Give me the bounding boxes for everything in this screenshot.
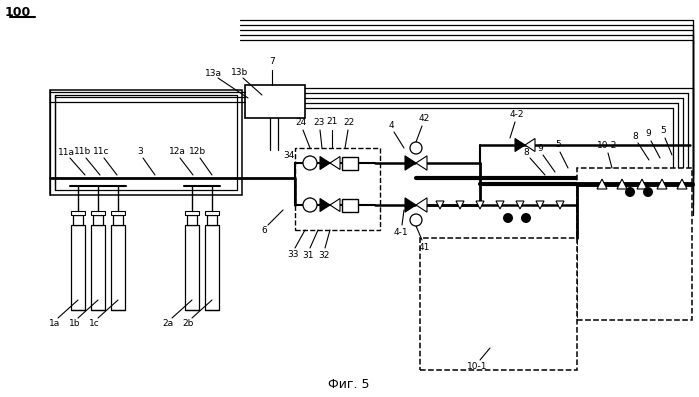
- Bar: [187, 215, 197, 225]
- Bar: [245, 85, 305, 118]
- Text: 4-1: 4-1: [394, 228, 409, 237]
- Text: 12a: 12a: [168, 147, 185, 156]
- Text: 32: 32: [318, 251, 329, 260]
- Text: 7: 7: [269, 58, 275, 67]
- Circle shape: [643, 187, 653, 197]
- Polygon shape: [677, 179, 687, 189]
- Bar: [295, 148, 380, 230]
- Text: 5: 5: [661, 126, 666, 135]
- Bar: [93, 215, 103, 225]
- Polygon shape: [456, 201, 464, 209]
- Text: 9: 9: [538, 144, 543, 153]
- Text: 10-2: 10-2: [596, 141, 617, 150]
- Text: 11c: 11c: [93, 147, 109, 156]
- Text: 10-1: 10-1: [466, 362, 487, 371]
- Bar: [73, 215, 83, 225]
- Text: 4-2: 4-2: [510, 110, 524, 119]
- Circle shape: [303, 156, 317, 170]
- Text: 12b: 12b: [189, 147, 206, 156]
- Bar: [50, 90, 242, 195]
- Text: 3: 3: [137, 147, 143, 156]
- Text: 9: 9: [646, 129, 651, 139]
- Text: Фиг. 5: Фиг. 5: [329, 378, 370, 391]
- Bar: [342, 199, 358, 212]
- Polygon shape: [416, 198, 427, 212]
- Text: 31: 31: [302, 251, 314, 260]
- Text: 1a: 1a: [49, 319, 60, 328]
- Bar: [342, 157, 358, 170]
- Text: 13a: 13a: [206, 69, 222, 78]
- Text: 42: 42: [418, 114, 429, 123]
- Bar: [185, 225, 199, 310]
- Text: 11a: 11a: [58, 148, 75, 156]
- Bar: [207, 215, 217, 225]
- Text: 22: 22: [343, 118, 354, 127]
- Polygon shape: [515, 139, 525, 152]
- Text: 33: 33: [287, 251, 298, 260]
- Text: 11b: 11b: [74, 147, 92, 156]
- Bar: [71, 225, 85, 310]
- Text: 41: 41: [418, 243, 430, 252]
- Text: 1b: 1b: [69, 319, 80, 328]
- Polygon shape: [516, 201, 524, 209]
- Bar: [577, 168, 692, 320]
- Polygon shape: [476, 201, 484, 209]
- Bar: [185, 211, 199, 215]
- Polygon shape: [330, 198, 340, 212]
- Text: 8: 8: [633, 132, 638, 141]
- Bar: [111, 211, 125, 215]
- Bar: [91, 211, 105, 215]
- Circle shape: [625, 187, 635, 197]
- Polygon shape: [405, 156, 416, 170]
- Polygon shape: [597, 179, 607, 189]
- Text: 4: 4: [389, 121, 394, 130]
- Polygon shape: [617, 179, 627, 189]
- Text: 8: 8: [524, 148, 530, 156]
- Text: 2a: 2a: [163, 319, 174, 328]
- Polygon shape: [657, 179, 667, 189]
- Text: 5: 5: [555, 141, 561, 149]
- Circle shape: [521, 213, 531, 223]
- Bar: [71, 211, 85, 215]
- Text: 6: 6: [261, 226, 267, 235]
- Bar: [111, 225, 125, 310]
- Polygon shape: [330, 156, 340, 170]
- Text: 23: 23: [314, 118, 325, 127]
- Circle shape: [503, 213, 513, 223]
- Circle shape: [303, 198, 317, 212]
- Circle shape: [410, 142, 422, 154]
- Polygon shape: [637, 179, 647, 189]
- Text: 100: 100: [5, 6, 31, 19]
- Text: 34: 34: [283, 150, 294, 160]
- Bar: [205, 225, 219, 310]
- Text: 1c: 1c: [89, 319, 100, 328]
- Polygon shape: [496, 201, 504, 209]
- Polygon shape: [525, 139, 535, 152]
- Circle shape: [410, 214, 422, 226]
- Polygon shape: [436, 201, 444, 209]
- Polygon shape: [536, 201, 544, 209]
- Polygon shape: [405, 198, 416, 212]
- Bar: [55, 95, 237, 190]
- Bar: [91, 225, 105, 310]
- Text: 21: 21: [326, 118, 338, 127]
- Text: 13b: 13b: [231, 68, 248, 77]
- Bar: [420, 238, 577, 370]
- Text: 2b: 2b: [182, 319, 194, 328]
- Polygon shape: [416, 156, 427, 170]
- Bar: [205, 211, 219, 215]
- Polygon shape: [320, 156, 330, 170]
- Text: 24: 24: [296, 118, 307, 127]
- Polygon shape: [320, 198, 330, 212]
- Bar: [113, 215, 123, 225]
- Polygon shape: [556, 201, 564, 209]
